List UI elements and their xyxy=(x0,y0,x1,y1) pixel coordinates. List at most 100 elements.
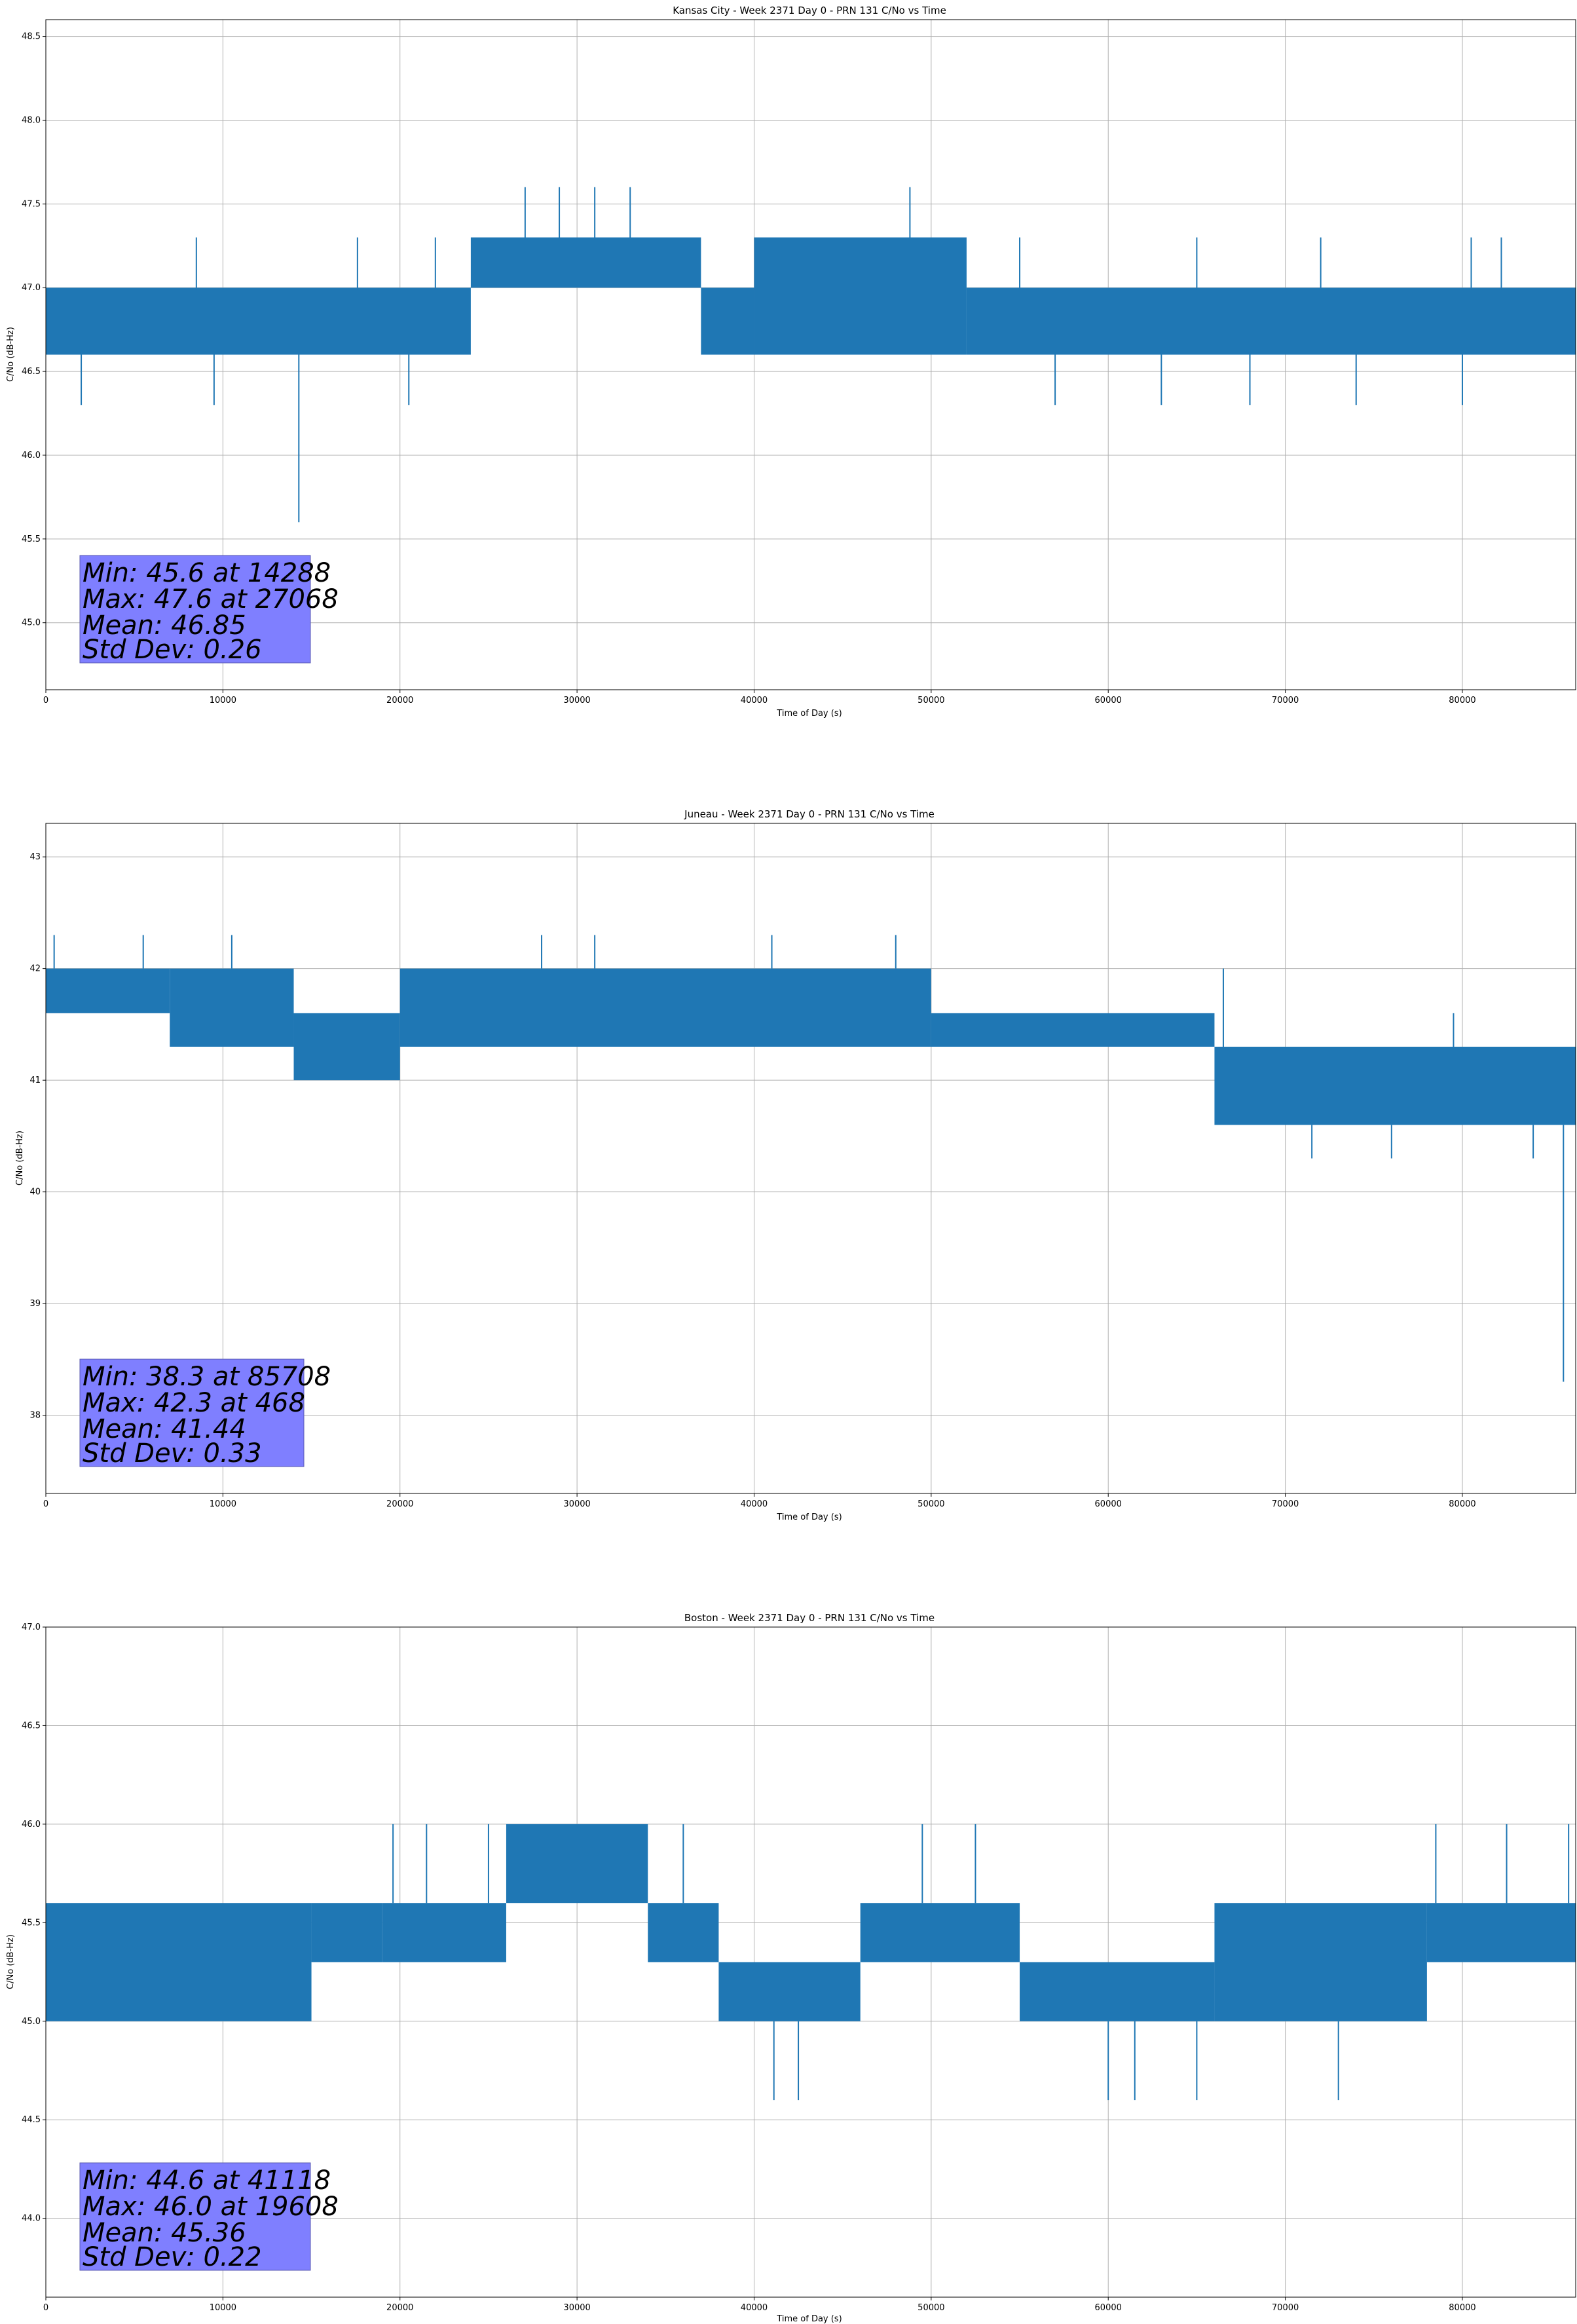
stats-mean: Mean: 45.36 xyxy=(83,2218,246,2248)
x-tick-label: 70000 xyxy=(1272,696,1299,705)
signal-band xyxy=(1214,1047,1576,1125)
x-tick-label: 50000 xyxy=(918,696,944,705)
y-tick-label: 41 xyxy=(29,1076,41,1085)
y-tick-label: 47.5 xyxy=(22,199,41,209)
signal-band xyxy=(170,968,294,1047)
x-tick-label: 20000 xyxy=(386,2303,413,2313)
y-axis-label: C/No (dB-Hz) xyxy=(15,1131,25,1186)
stats-std-dev: Std Dev: 0.22 xyxy=(83,2242,262,2272)
x-tick-label: 60000 xyxy=(1095,696,1122,705)
x-tick-label: 70000 xyxy=(1272,2303,1299,2313)
stats-max: Max: 42.3 at 468 xyxy=(83,1388,305,1418)
x-axis-label: Time of Day (s) xyxy=(776,2314,842,2324)
x-axis-label: Time of Day (s) xyxy=(776,709,842,719)
x-tick-label: 10000 xyxy=(210,1499,236,1509)
y-tick-label: 39 xyxy=(29,1299,41,1309)
y-tick-label: 46.0 xyxy=(22,451,41,460)
signal-band xyxy=(754,237,967,355)
y-tick-label: 48.0 xyxy=(22,115,41,125)
x-tick-label: 60000 xyxy=(1095,2303,1122,2313)
plot-area xyxy=(45,823,1576,1494)
stats-min: Min: 44.6 at 41118 xyxy=(83,2165,331,2196)
x-tick-label: 30000 xyxy=(563,2303,590,2313)
y-tick-label: 43 xyxy=(29,852,41,862)
y-tick-label: 46.5 xyxy=(22,1721,41,1731)
chart-title: Boston - Week 2371 Day 0 - PRN 131 C/No … xyxy=(684,1612,935,1624)
x-tick-label: 40000 xyxy=(741,1499,768,1509)
x-axis-label: Time of Day (s) xyxy=(776,1512,842,1522)
stats-min: Min: 45.6 at 14288 xyxy=(83,558,331,588)
signal-band xyxy=(293,1013,400,1081)
signal-band xyxy=(701,288,754,355)
signal-band xyxy=(1426,1903,1576,1962)
y-tick-label: 47.0 xyxy=(22,283,41,293)
stats-box xyxy=(79,1359,305,1467)
signal-band xyxy=(931,1013,1215,1047)
y-tick-label: 45.5 xyxy=(22,1918,41,1928)
x-tick-label: 40000 xyxy=(741,2303,768,2313)
signal-band xyxy=(860,1903,1020,1962)
x-tick-label: 20000 xyxy=(386,1499,413,1509)
stats-min: Min: 38.3 at 85708 xyxy=(83,1362,331,1392)
y-tick-label: 40 xyxy=(29,1188,41,1197)
x-tick-label: 10000 xyxy=(210,2303,236,2313)
stats-max: Max: 47.6 at 27068 xyxy=(83,584,339,614)
y-tick-label: 44.0 xyxy=(22,2214,41,2224)
x-tick-label: 60000 xyxy=(1095,1499,1122,1509)
x-tick-label: 80000 xyxy=(1449,2303,1475,2313)
stats-std-dev: Std Dev: 0.33 xyxy=(83,1438,262,1469)
signal-band xyxy=(382,1903,506,1962)
signal-band xyxy=(399,968,931,1047)
x-tick-label: 50000 xyxy=(918,2303,944,2313)
stats-box xyxy=(79,2162,311,2271)
plot-area xyxy=(45,19,1576,690)
x-tick-label: 0 xyxy=(43,1499,48,1509)
y-tick-label: 45.5 xyxy=(22,534,41,544)
x-tick-label: 10000 xyxy=(210,696,236,705)
y-tick-label: 46.0 xyxy=(22,1820,41,1829)
signal-band xyxy=(46,968,170,1013)
x-tick-label: 50000 xyxy=(918,1499,944,1509)
x-tick-label: 30000 xyxy=(563,696,590,705)
y-tick-label: 45.0 xyxy=(22,618,41,628)
stats-max: Max: 46.0 at 19608 xyxy=(83,2192,339,2222)
signal-band xyxy=(648,1903,719,1962)
x-tick-label: 30000 xyxy=(563,1499,590,1509)
y-tick-label: 44.5 xyxy=(22,2115,41,2125)
chart-panel-kansas-city: Kansas City - Week 2371 Day 0 - PRN 131 … xyxy=(6,5,1576,719)
chart-title: Kansas City - Week 2371 Day 0 - PRN 131 … xyxy=(673,5,946,16)
y-tick-label: 45.0 xyxy=(22,2017,41,2027)
signal-band xyxy=(506,1824,648,1903)
chart-title: Juneau - Week 2371 Day 0 - PRN 131 C/No … xyxy=(684,808,935,820)
x-tick-label: 80000 xyxy=(1449,1499,1475,1509)
x-tick-label: 70000 xyxy=(1272,1499,1299,1509)
x-tick-label: 40000 xyxy=(741,696,768,705)
chart-panel-juneau: Juneau - Week 2371 Day 0 - PRN 131 C/No … xyxy=(15,808,1576,1522)
signal-band xyxy=(46,288,471,355)
chart-panel-boston: Boston - Week 2371 Day 0 - PRN 131 C/No … xyxy=(6,1612,1576,2324)
signal-band xyxy=(1214,1903,1427,2021)
stats-mean: Mean: 46.85 xyxy=(83,610,246,641)
signal-band xyxy=(311,1903,382,1962)
x-tick-label: 0 xyxy=(43,696,48,705)
x-tick-label: 20000 xyxy=(386,696,413,705)
signal-band xyxy=(1020,1962,1215,2021)
signal-band xyxy=(966,288,1576,355)
y-tick-label: 42 xyxy=(29,964,41,974)
y-tick-label: 46.5 xyxy=(22,367,41,377)
plot-area xyxy=(45,1626,1576,2298)
y-axis-label: C/No (dB-Hz) xyxy=(6,1934,16,1989)
signal-band xyxy=(46,1903,312,2021)
stats-box xyxy=(79,555,311,664)
stats-mean: Mean: 41.44 xyxy=(83,1414,246,1444)
stats-std-dev: Std Dev: 0.26 xyxy=(83,635,262,665)
y-tick-label: 48.5 xyxy=(22,32,41,42)
y-axis-label: C/No (dB-Hz) xyxy=(6,327,16,382)
y-tick-label: 47.0 xyxy=(22,1622,41,1632)
y-tick-label: 38 xyxy=(29,1411,41,1421)
x-tick-label: 0 xyxy=(43,2303,48,2313)
x-tick-label: 80000 xyxy=(1449,696,1475,705)
signal-band xyxy=(718,1962,861,2021)
signal-band xyxy=(470,237,701,288)
